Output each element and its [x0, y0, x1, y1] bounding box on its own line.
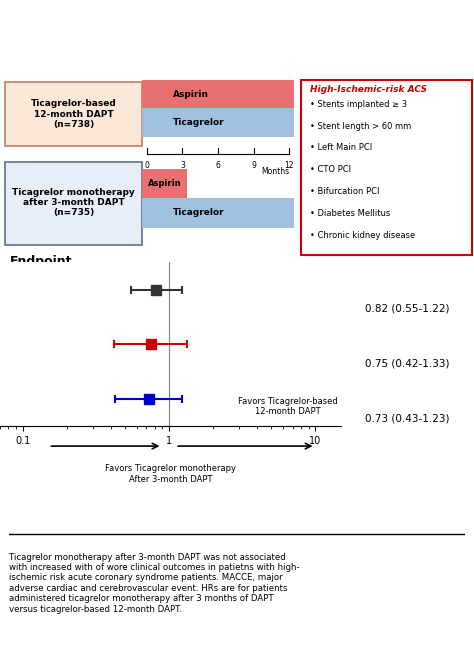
Text: Aspirin: Aspirin — [173, 89, 209, 98]
Text: Ticagrelor: Ticagrelor — [173, 209, 225, 217]
Text: 0.75 (0.42-1.33): 0.75 (0.42-1.33) — [365, 359, 450, 369]
Text: Months: Months — [261, 167, 289, 176]
Text: Ticagrelor Monotherapy versus Ticagrelor with Aspirin in Acute Coronary
Syndrome: Ticagrelor Monotherapy versus Ticagrelor… — [21, 24, 453, 45]
Text: Ticagrelor monotherapy after 3-month DAPT was not associated
with increased with: Ticagrelor monotherapy after 3-month DAP… — [9, 552, 300, 613]
FancyBboxPatch shape — [142, 197, 294, 228]
Text: 0.82 (0.55-1.22): 0.82 (0.55-1.22) — [365, 304, 450, 314]
Text: Aspirin: Aspirin — [148, 179, 182, 188]
Text: 12: 12 — [284, 161, 294, 170]
FancyBboxPatch shape — [142, 108, 294, 137]
Text: Ticagrelor monotherapy
after 3-month DAPT
(n=735): Ticagrelor monotherapy after 3-month DAP… — [12, 188, 135, 217]
Text: Endpoint: Endpoint — [9, 255, 72, 268]
Text: Ticagrelor-based
12-month DAPT
(n=738): Ticagrelor-based 12-month DAPT (n=738) — [31, 99, 116, 129]
FancyBboxPatch shape — [5, 82, 142, 146]
Text: Favors Ticagrelor-based
12-month DAPT: Favors Ticagrelor-based 12-month DAPT — [238, 397, 338, 417]
FancyBboxPatch shape — [142, 169, 187, 197]
Text: 3: 3 — [180, 161, 185, 170]
Text: High-Ischemic-risk ACS: High-Ischemic-risk ACS — [310, 85, 428, 94]
Text: • Left Main PCI: • Left Main PCI — [310, 144, 373, 152]
FancyBboxPatch shape — [5, 161, 142, 245]
Text: 0: 0 — [145, 161, 149, 170]
FancyBboxPatch shape — [142, 80, 294, 108]
Text: 0.73 (0.43-1.23): 0.73 (0.43-1.23) — [365, 413, 450, 423]
Text: 6: 6 — [216, 161, 220, 170]
Text: • CTO PCI: • CTO PCI — [310, 165, 352, 174]
Text: • Stent length > 60 mm: • Stent length > 60 mm — [310, 121, 412, 131]
FancyBboxPatch shape — [301, 80, 472, 255]
Text: • Stents implanted ≥ 3: • Stents implanted ≥ 3 — [310, 100, 408, 109]
Text: Ticagrelor: Ticagrelor — [173, 118, 225, 127]
Text: Favors Ticagrelor monotherapy
After 3-month DAPT: Favors Ticagrelor monotherapy After 3-mo… — [105, 464, 236, 483]
Text: 9: 9 — [251, 161, 256, 170]
Text: • Diabetes Mellitus: • Diabetes Mellitus — [310, 209, 391, 218]
Text: • Bifurcation PCI: • Bifurcation PCI — [310, 187, 380, 196]
Text: • Chronic kidney disease: • Chronic kidney disease — [310, 231, 416, 240]
